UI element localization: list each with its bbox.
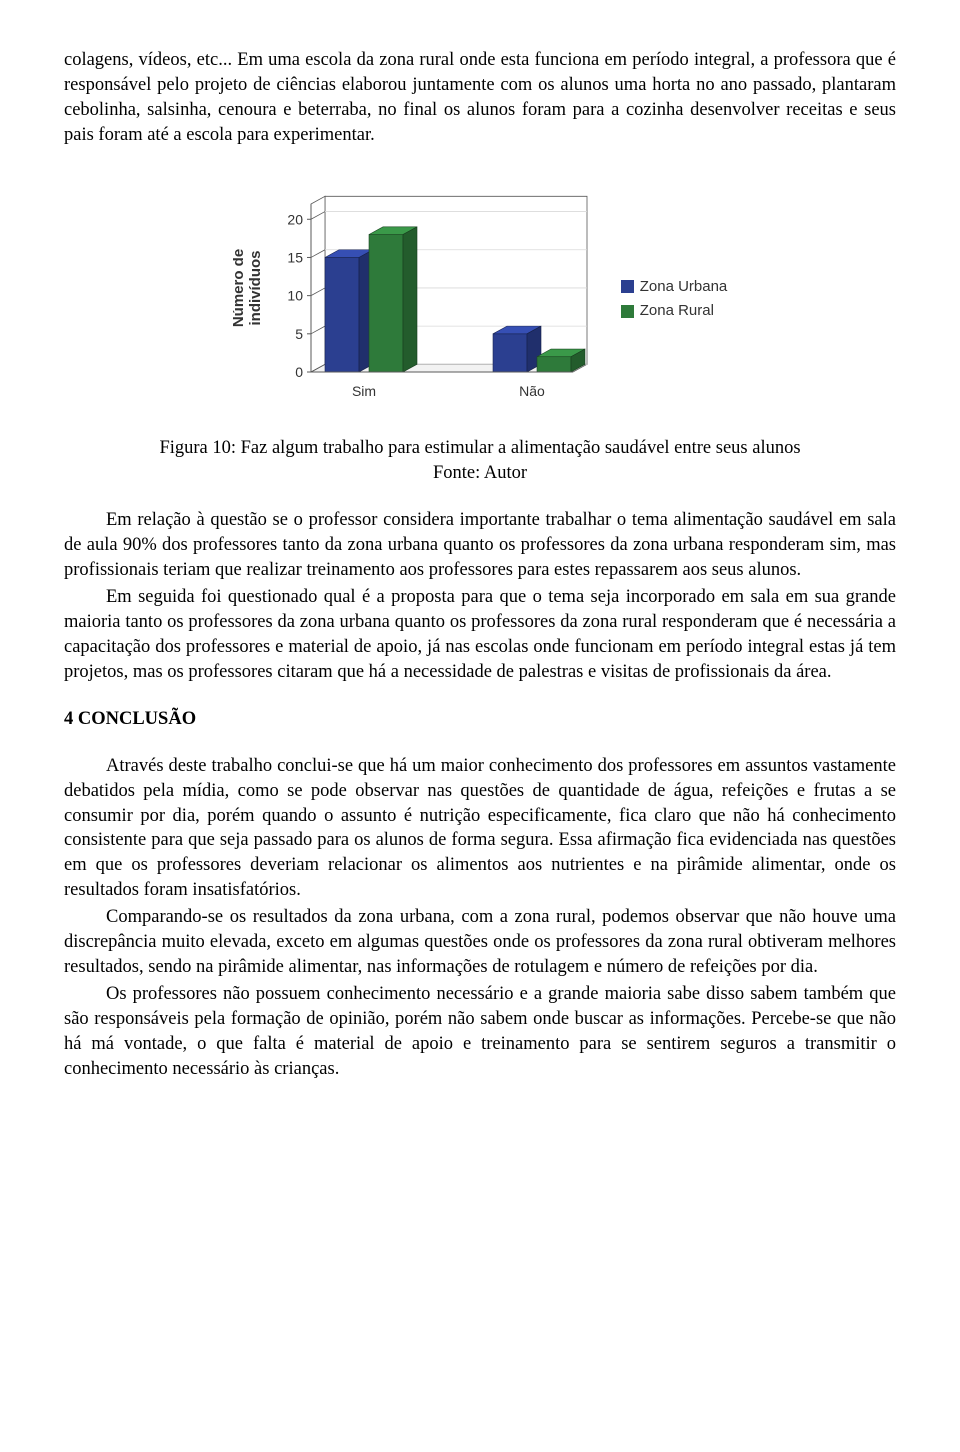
svg-text:15: 15: [287, 249, 303, 265]
section-heading: 4 CONCLUSÃO: [64, 707, 896, 732]
paragraph-5: Comparando-se os resultados da zona urba…: [64, 905, 896, 980]
paragraph-2: Em relação à questão se o professor cons…: [64, 508, 896, 583]
caption-line-2: Fonte: Autor: [433, 463, 527, 483]
intro-paragraph: colagens, vídeos, etc... Em uma escola d…: [64, 48, 896, 148]
paragraph-3: Em seguida foi questionado qual é a prop…: [64, 585, 896, 685]
legend-item: Zona Rural: [621, 301, 728, 321]
legend-swatch: [621, 305, 634, 318]
legend-label: Zona Rural: [640, 301, 714, 321]
svg-text:Sim: Sim: [352, 383, 376, 399]
svg-text:10: 10: [287, 288, 303, 304]
svg-text:Número deindivíduos: Número deindivíduos: [233, 249, 264, 327]
caption-line-1: Figura 10: Faz algum trabalho para estim…: [159, 438, 800, 458]
paragraph-4: Através deste trabalho conclui-se que há…: [64, 754, 896, 904]
legend-label: Zona Urbana: [640, 277, 728, 297]
figure-caption: Figura 10: Faz algum trabalho para estim…: [64, 436, 896, 486]
svg-text:Não: Não: [519, 383, 545, 399]
bar-chart: 0 5 10 15 20 Número deindivíduos Sim Não: [233, 184, 593, 414]
svg-text:5: 5: [295, 326, 303, 342]
chart-legend: Zona Urbana Zona Rural: [621, 273, 728, 326]
paragraph-6: Os professores não possuem conhecimento …: [64, 982, 896, 1082]
legend-swatch: [621, 280, 634, 293]
legend-item: Zona Urbana: [621, 277, 728, 297]
chart-container: 0 5 10 15 20 Número deindivíduos Sim Não Zona U…: [64, 184, 896, 414]
svg-text:0: 0: [295, 364, 303, 380]
svg-text:20: 20: [287, 211, 303, 227]
